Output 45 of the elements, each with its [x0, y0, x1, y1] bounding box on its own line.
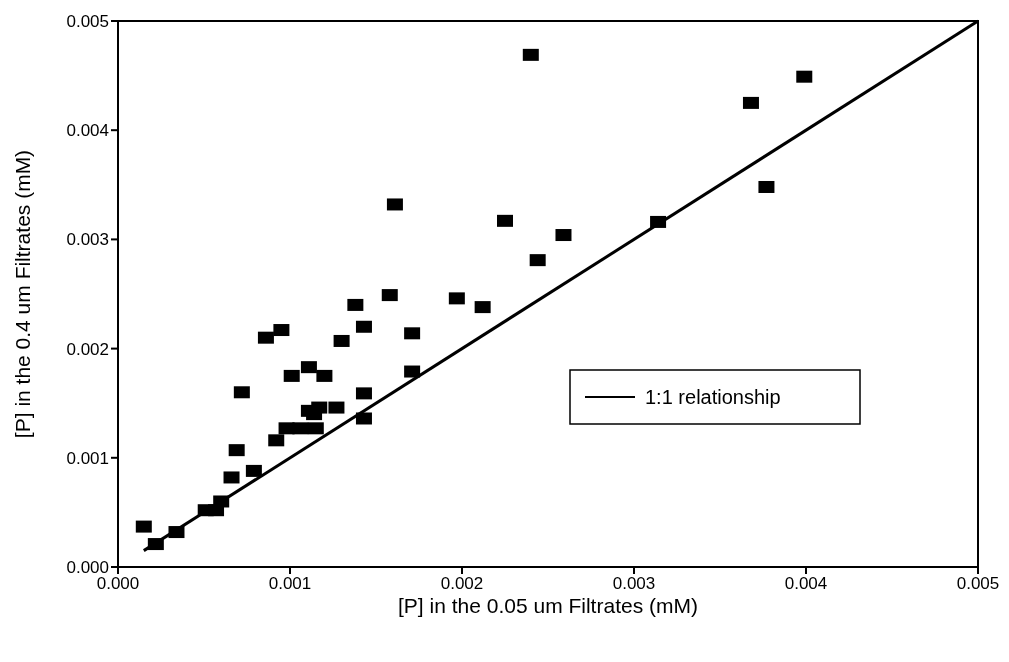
point [404, 365, 421, 378]
y-tick-label: 0.003 [66, 230, 109, 250]
y-tick-label: 0.001 [66, 448, 109, 468]
point [758, 180, 775, 193]
point [135, 520, 152, 533]
x-tick-label: 0.002 [440, 574, 484, 593]
y-tick-label: 0.004 [66, 121, 109, 141]
legend-label: 1:1 relationship [645, 386, 781, 408]
point [307, 422, 324, 435]
point [283, 369, 300, 382]
point [497, 214, 513, 227]
point [228, 444, 245, 457]
point [333, 334, 350, 347]
point [355, 387, 372, 400]
point [404, 327, 421, 340]
point [555, 229, 572, 242]
y-tick-label: 0.005 [66, 12, 109, 31]
point [529, 254, 546, 267]
point [386, 198, 403, 211]
point [273, 324, 290, 337]
y-axis-title: [P] in the 0.4 um Filtrates (mM) [11, 149, 34, 439]
point [268, 434, 285, 447]
point [796, 70, 813, 83]
point [316, 369, 333, 382]
point [257, 331, 274, 344]
y-tick-label: 0.000 [66, 558, 109, 577]
point [223, 471, 240, 484]
y-tick-label: 0.002 [66, 339, 109, 359]
point [742, 96, 759, 109]
x-axis-title: [P] in the 0.05 um Filtrates (mM) [398, 594, 698, 617]
x-tick-label: 0.003 [612, 574, 656, 593]
point [328, 401, 345, 414]
point [347, 298, 364, 311]
point [522, 48, 539, 61]
point [448, 292, 465, 305]
point [245, 464, 262, 477]
x-tick-label: 0.005 [956, 574, 1000, 593]
point [381, 289, 398, 302]
x-tick-label: 0.000 [96, 574, 140, 593]
x-tick-label: 0.001 [268, 574, 312, 593]
point [474, 301, 491, 314]
point [355, 320, 372, 333]
point [300, 361, 317, 374]
x-tick-label: 0.004 [784, 574, 828, 593]
point [233, 386, 250, 399]
